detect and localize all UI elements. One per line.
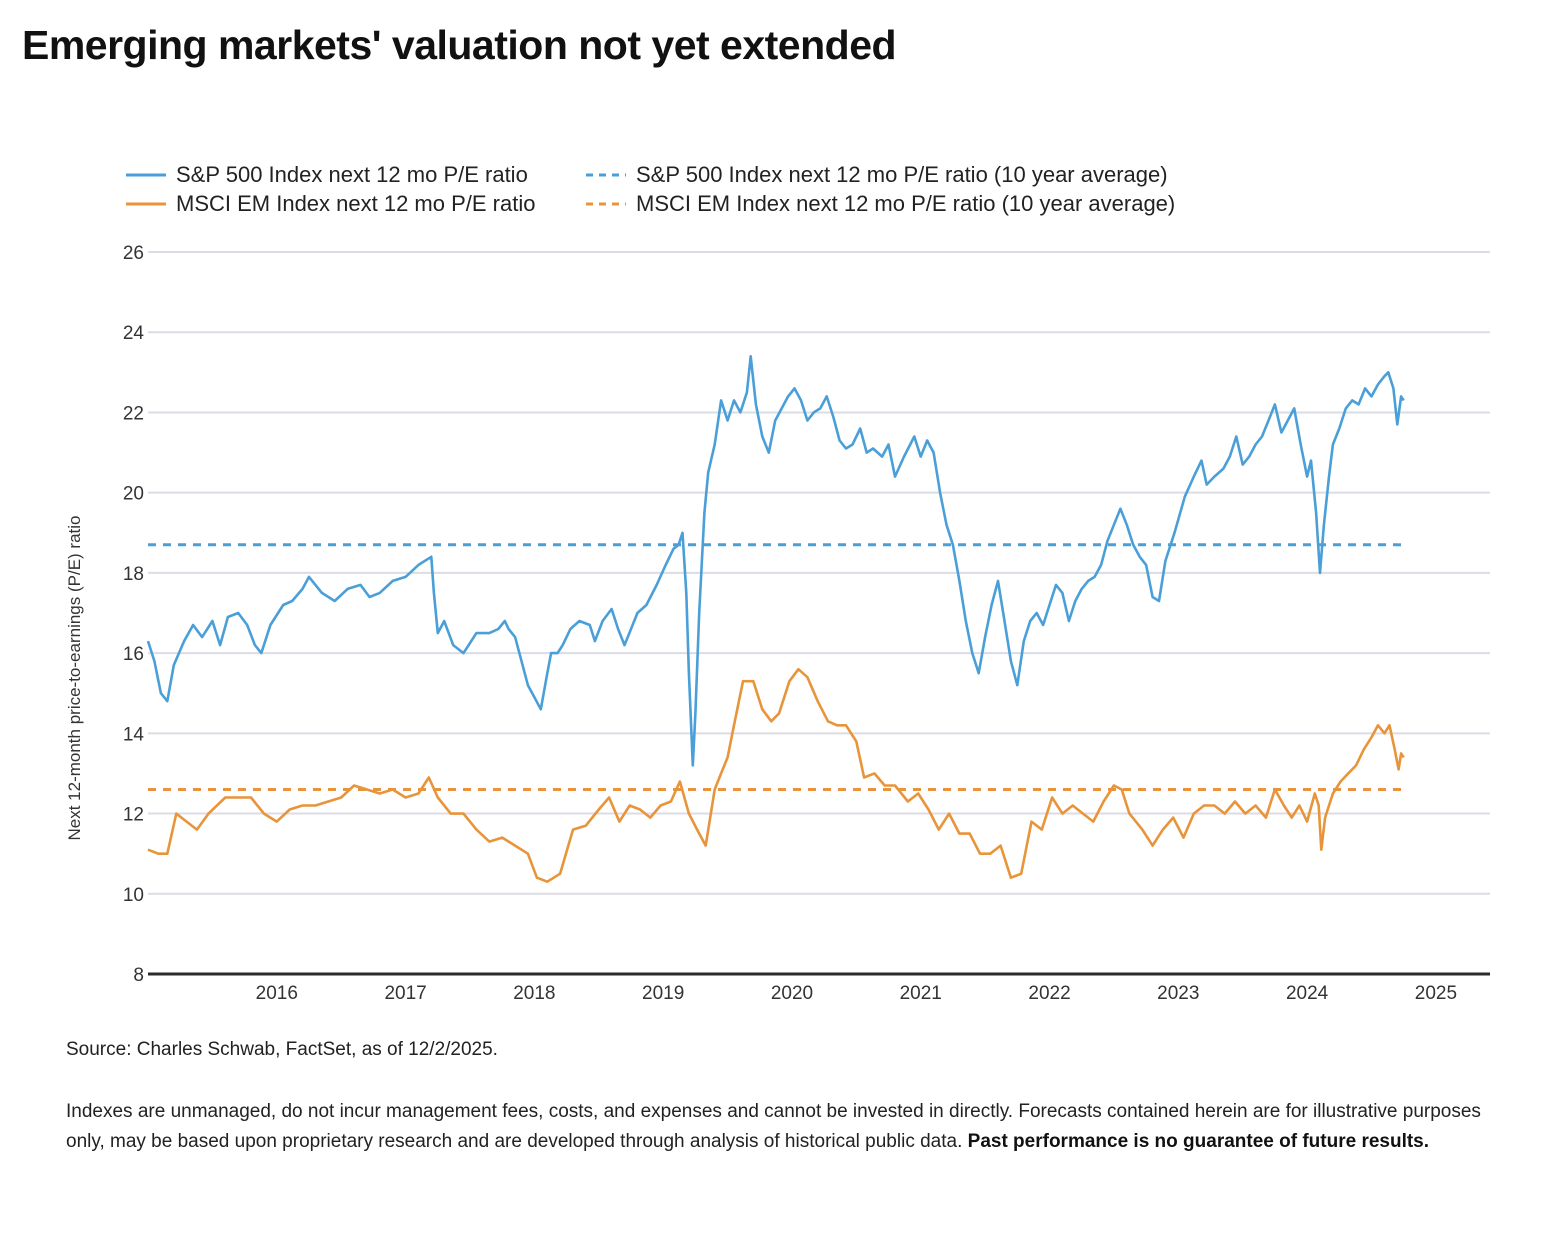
legend: S&P 500 Index next 12 mo P/E ratio MSCI E… [126,162,1175,216]
disclaimer: Indexes are unmanaged, do not incur mana… [66,1097,1506,1157]
x-tick-label: 2025 [1415,983,1457,1004]
y-tick-label: 16 [123,644,144,665]
y-tick-label: 24 [123,323,145,344]
disclaimer-text: Indexes are unmanaged, do not incur mana… [66,1101,1481,1152]
x-tick-label: 2021 [900,983,942,1004]
legend-label-0: S&P 500 Index next 12 mo P/E ratio [176,162,528,187]
y-tick-label: 18 [123,564,144,585]
legend-label-3: MSCI EM Index next 12 mo P/E ratio (10 y… [636,191,1175,216]
series-lines [146,355,1405,883]
disclaimer-bold: Past performance is no guarantee of futu… [967,1131,1430,1152]
x-tick-label: 2022 [1028,983,1070,1004]
y-tick-label: 26 [123,243,144,264]
y-axis-title: Next 12-month price-to-earnings (P/E) ra… [65,515,84,840]
legend-label-2: S&P 500 Index next 12 mo P/E ratio (10 y… [636,162,1168,187]
y-tick-label: 14 [123,724,145,745]
average-lines [148,543,1404,791]
y-tick-label: 8 [133,965,144,986]
x-tick-label: 2017 [384,983,426,1004]
y-tick-label: 20 [123,484,144,505]
source-note: Source: Charles Schwab, FactSet, as of 1… [66,1039,498,1060]
x-tick-label: 2020 [771,983,813,1004]
y-tick-label: 22 [123,403,144,424]
x-tick-label: 2023 [1157,983,1199,1004]
legend-label-1: MSCI EM Index next 12 mo P/E ratio [176,191,535,216]
x-tick-label: 2016 [256,983,298,1004]
gridlines [148,251,1490,895]
x-tick-label: 2018 [513,983,555,1004]
x-tick-label: 2019 [642,983,684,1004]
series-line-0 [146,355,1405,767]
y-tick-label: 12 [123,805,144,826]
series-line-1 [147,667,1405,883]
chart: 8 10 12 14 16 18 20 22 24 26 2016 2017 2018 2019 2020 2… [65,162,1490,1004]
y-tick-label: 10 [123,885,144,906]
page-title: Emerging markets' valuation not yet exte… [22,22,897,68]
x-tick-label: 2024 [1286,983,1329,1004]
